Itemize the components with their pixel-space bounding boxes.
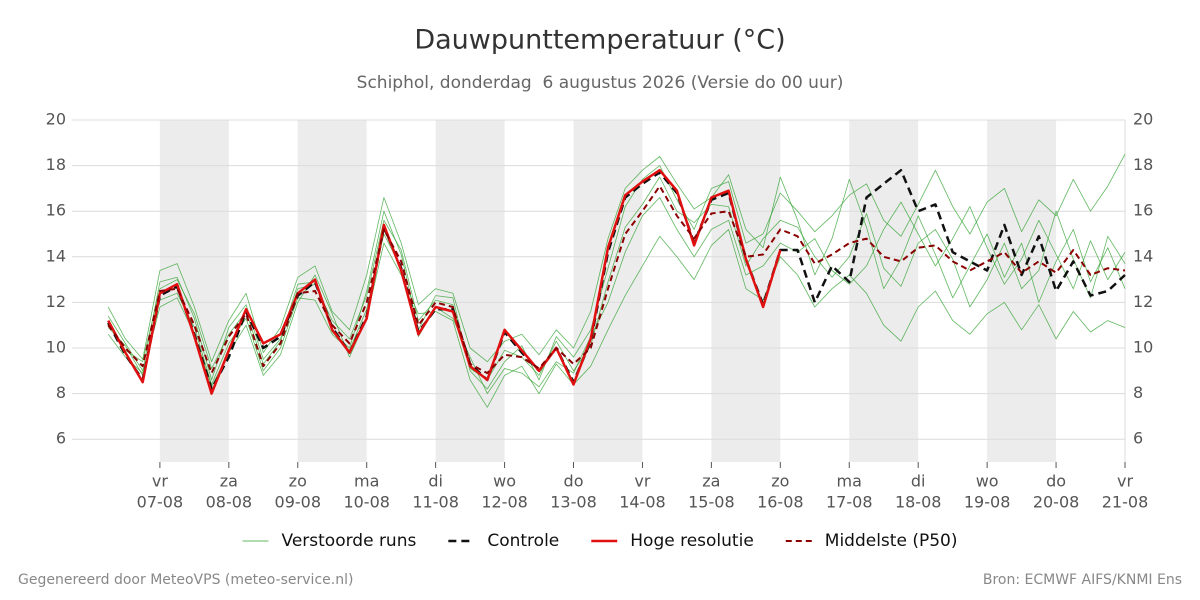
member-line [107,154,1126,390]
day-shade [711,120,781,462]
series-line [107,168,1126,391]
x-tick-label: vr [1117,472,1133,491]
x-tick-sublabel: 17-08 [826,493,873,512]
legend-label: Middelste (P50) [825,531,958,551]
footer-left: Gegenereerd door MeteoVPS (meteo-service… [18,572,353,588]
member-line [107,229,1126,408]
member-line [107,176,1126,381]
x-tick-label: za [702,472,720,491]
x-tick-sublabel: 16-08 [757,493,804,512]
y-tick-label-right: 18 [1133,155,1153,174]
footer-right: Bron: ECMWF AIFS/KNMI Ens [983,572,1182,588]
day-shade [849,120,919,462]
series-line [107,185,1126,375]
day-shade [297,120,367,462]
day-shade [573,120,643,462]
y-tick-label: 20 [46,110,66,129]
x-tick-sublabel: 12-08 [481,493,528,512]
day-shade [159,120,229,462]
y-tick-label: 8 [56,383,66,402]
y-tick-label-right: 10 [1133,338,1153,357]
x-tick-sublabel: 20-08 [1033,493,1080,512]
x-tick-sublabel: 19-08 [964,493,1011,512]
legend-item: Middelste (P50) [785,531,958,551]
x-tick-label: do [564,472,584,491]
x-tick-sublabel: 14-08 [619,493,666,512]
y-tick-label: 18 [46,155,66,174]
y-tick-label-right: 12 [1133,292,1153,311]
day-shade [435,120,505,462]
x-tick-label: vr [152,472,168,491]
x-tick-label: zo [289,472,307,491]
y-tick-label-right: 8 [1133,383,1143,402]
legend-item: Verstoorde runs [242,531,417,551]
x-tick-label: do [1046,472,1066,491]
legend-item: Controle [448,531,559,551]
x-tick-sublabel: 07-08 [137,493,184,512]
y-tick-label: 14 [46,246,66,265]
x-tick-sublabel: 09-08 [275,493,322,512]
x-tick-label: di [428,472,443,491]
y-tick-label: 6 [56,429,66,448]
x-tick-label: vr [634,472,650,491]
series-line [107,168,782,395]
x-tick-label: wo [493,472,516,491]
x-tick-label: za [220,472,238,491]
x-tick-sublabel: 11-08 [412,493,459,512]
y-tick-label: 10 [46,338,66,357]
chart-subtitle: Schiphol, donderdag 6 augustus 2026 (Ver… [357,73,844,93]
y-tick-label-right: 6 [1133,429,1143,448]
x-tick-sublabel: 21-08 [1102,493,1149,512]
x-tick-label: ma [837,472,862,491]
legend-label: Hoge resolutie [630,531,754,551]
y-tick-label-right: 20 [1133,110,1153,129]
y-tick-label-right: 14 [1133,246,1153,265]
member-line [107,197,1126,394]
chart-title: Dauwpunttemperatuur (°C) [414,25,785,56]
y-tick-label: 12 [46,292,66,311]
x-tick-sublabel: 10-08 [343,493,390,512]
x-tick-sublabel: 08-08 [206,493,253,512]
y-tick-label-right: 16 [1133,201,1153,220]
x-tick-label: ma [354,472,379,491]
day-shade [987,120,1057,462]
x-tick-label: di [911,472,926,491]
x-tick-label: wo [976,472,999,491]
legend-label: Verstoorde runs [282,531,417,551]
member-line [107,156,1126,363]
y-tick-label: 16 [46,201,66,220]
x-tick-sublabel: 15-08 [688,493,735,512]
legend-label: Controle [487,531,559,551]
x-tick-sublabel: 18-08 [895,493,942,512]
legend-item: Hoge resolutie [591,531,754,551]
x-tick-label: zo [771,472,789,491]
x-tick-sublabel: 13-08 [550,493,597,512]
